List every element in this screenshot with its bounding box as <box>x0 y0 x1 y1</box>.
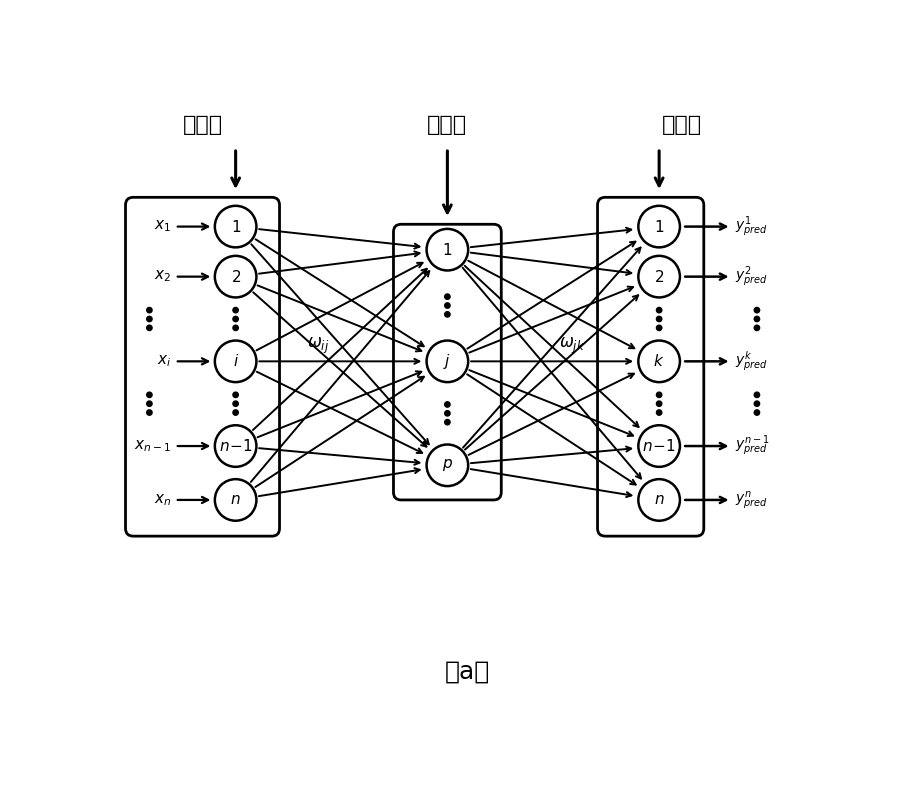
Circle shape <box>147 401 152 407</box>
FancyBboxPatch shape <box>126 197 279 536</box>
FancyBboxPatch shape <box>597 197 703 536</box>
Text: 隐藏层: 隐藏层 <box>427 115 467 135</box>
Text: $y^{1}_{pred}$: $y^{1}_{pred}$ <box>734 214 767 239</box>
Circle shape <box>753 410 759 415</box>
Circle shape <box>656 316 661 322</box>
Circle shape <box>232 325 238 331</box>
Text: $j$: $j$ <box>443 352 451 371</box>
Circle shape <box>232 410 238 415</box>
FancyBboxPatch shape <box>393 225 501 500</box>
Circle shape <box>215 479 256 520</box>
Circle shape <box>638 206 680 248</box>
Circle shape <box>445 312 450 317</box>
Text: $y^{n-1}_{pred}$: $y^{n-1}_{pred}$ <box>734 433 769 458</box>
Circle shape <box>445 411 450 416</box>
Text: $2$: $2$ <box>653 269 663 285</box>
Text: $x_2$: $x_2$ <box>154 269 170 285</box>
Text: $\omega_{jk}$: $\omega_{jk}$ <box>558 336 585 356</box>
Circle shape <box>638 341 680 382</box>
Text: $x_i$: $x_i$ <box>157 354 170 369</box>
Circle shape <box>638 255 680 297</box>
Text: $p$: $p$ <box>442 457 453 473</box>
Circle shape <box>753 308 759 312</box>
Circle shape <box>147 325 152 331</box>
Circle shape <box>656 410 661 415</box>
Circle shape <box>638 479 680 520</box>
Circle shape <box>232 308 238 312</box>
Circle shape <box>753 325 759 331</box>
Circle shape <box>638 426 680 467</box>
Circle shape <box>215 426 256 467</box>
Circle shape <box>445 402 450 407</box>
Circle shape <box>232 316 238 322</box>
Text: 输入层: 输入层 <box>182 115 222 135</box>
Text: $n$: $n$ <box>230 493 241 507</box>
Circle shape <box>656 325 661 331</box>
Circle shape <box>215 206 256 248</box>
Circle shape <box>445 419 450 425</box>
Circle shape <box>445 303 450 308</box>
Text: $n\!-\!1$: $n\!-\!1$ <box>219 438 252 454</box>
Text: $y^{2}_{pred}$: $y^{2}_{pred}$ <box>734 264 767 289</box>
Circle shape <box>147 316 152 322</box>
Text: $y^{n}_{pred}$: $y^{n}_{pred}$ <box>734 489 767 511</box>
Circle shape <box>147 392 152 398</box>
Text: $1$: $1$ <box>653 218 663 235</box>
Circle shape <box>753 401 759 407</box>
Circle shape <box>215 255 256 297</box>
Text: $1$: $1$ <box>442 242 452 258</box>
Text: $n$: $n$ <box>653 493 664 507</box>
Text: $n\!-\!1$: $n\!-\!1$ <box>641 438 675 454</box>
Circle shape <box>445 294 450 299</box>
Text: （a）: （a） <box>445 660 489 683</box>
Circle shape <box>232 392 238 398</box>
Text: 输出层: 输出层 <box>661 115 701 135</box>
Text: $y^{k}_{pred}$: $y^{k}_{pred}$ <box>734 350 767 373</box>
Circle shape <box>656 308 661 312</box>
Circle shape <box>426 445 467 486</box>
Circle shape <box>147 410 152 415</box>
Text: $x_1$: $x_1$ <box>154 219 170 234</box>
Circle shape <box>147 308 152 312</box>
Circle shape <box>426 229 467 271</box>
Circle shape <box>232 401 238 407</box>
Text: $2$: $2$ <box>230 269 241 285</box>
Circle shape <box>753 392 759 398</box>
Text: $1$: $1$ <box>230 218 241 235</box>
Text: $i$: $i$ <box>232 354 239 369</box>
Circle shape <box>753 316 759 322</box>
Text: $\omega_{ij}$: $\omega_{ij}$ <box>307 336 329 356</box>
Circle shape <box>215 341 256 382</box>
Text: $x_{n-1}$: $x_{n-1}$ <box>134 438 170 454</box>
Text: $x_n$: $x_n$ <box>153 492 170 508</box>
Circle shape <box>656 401 661 407</box>
Text: $k$: $k$ <box>653 354 664 369</box>
Circle shape <box>656 392 661 398</box>
Circle shape <box>426 341 467 382</box>
